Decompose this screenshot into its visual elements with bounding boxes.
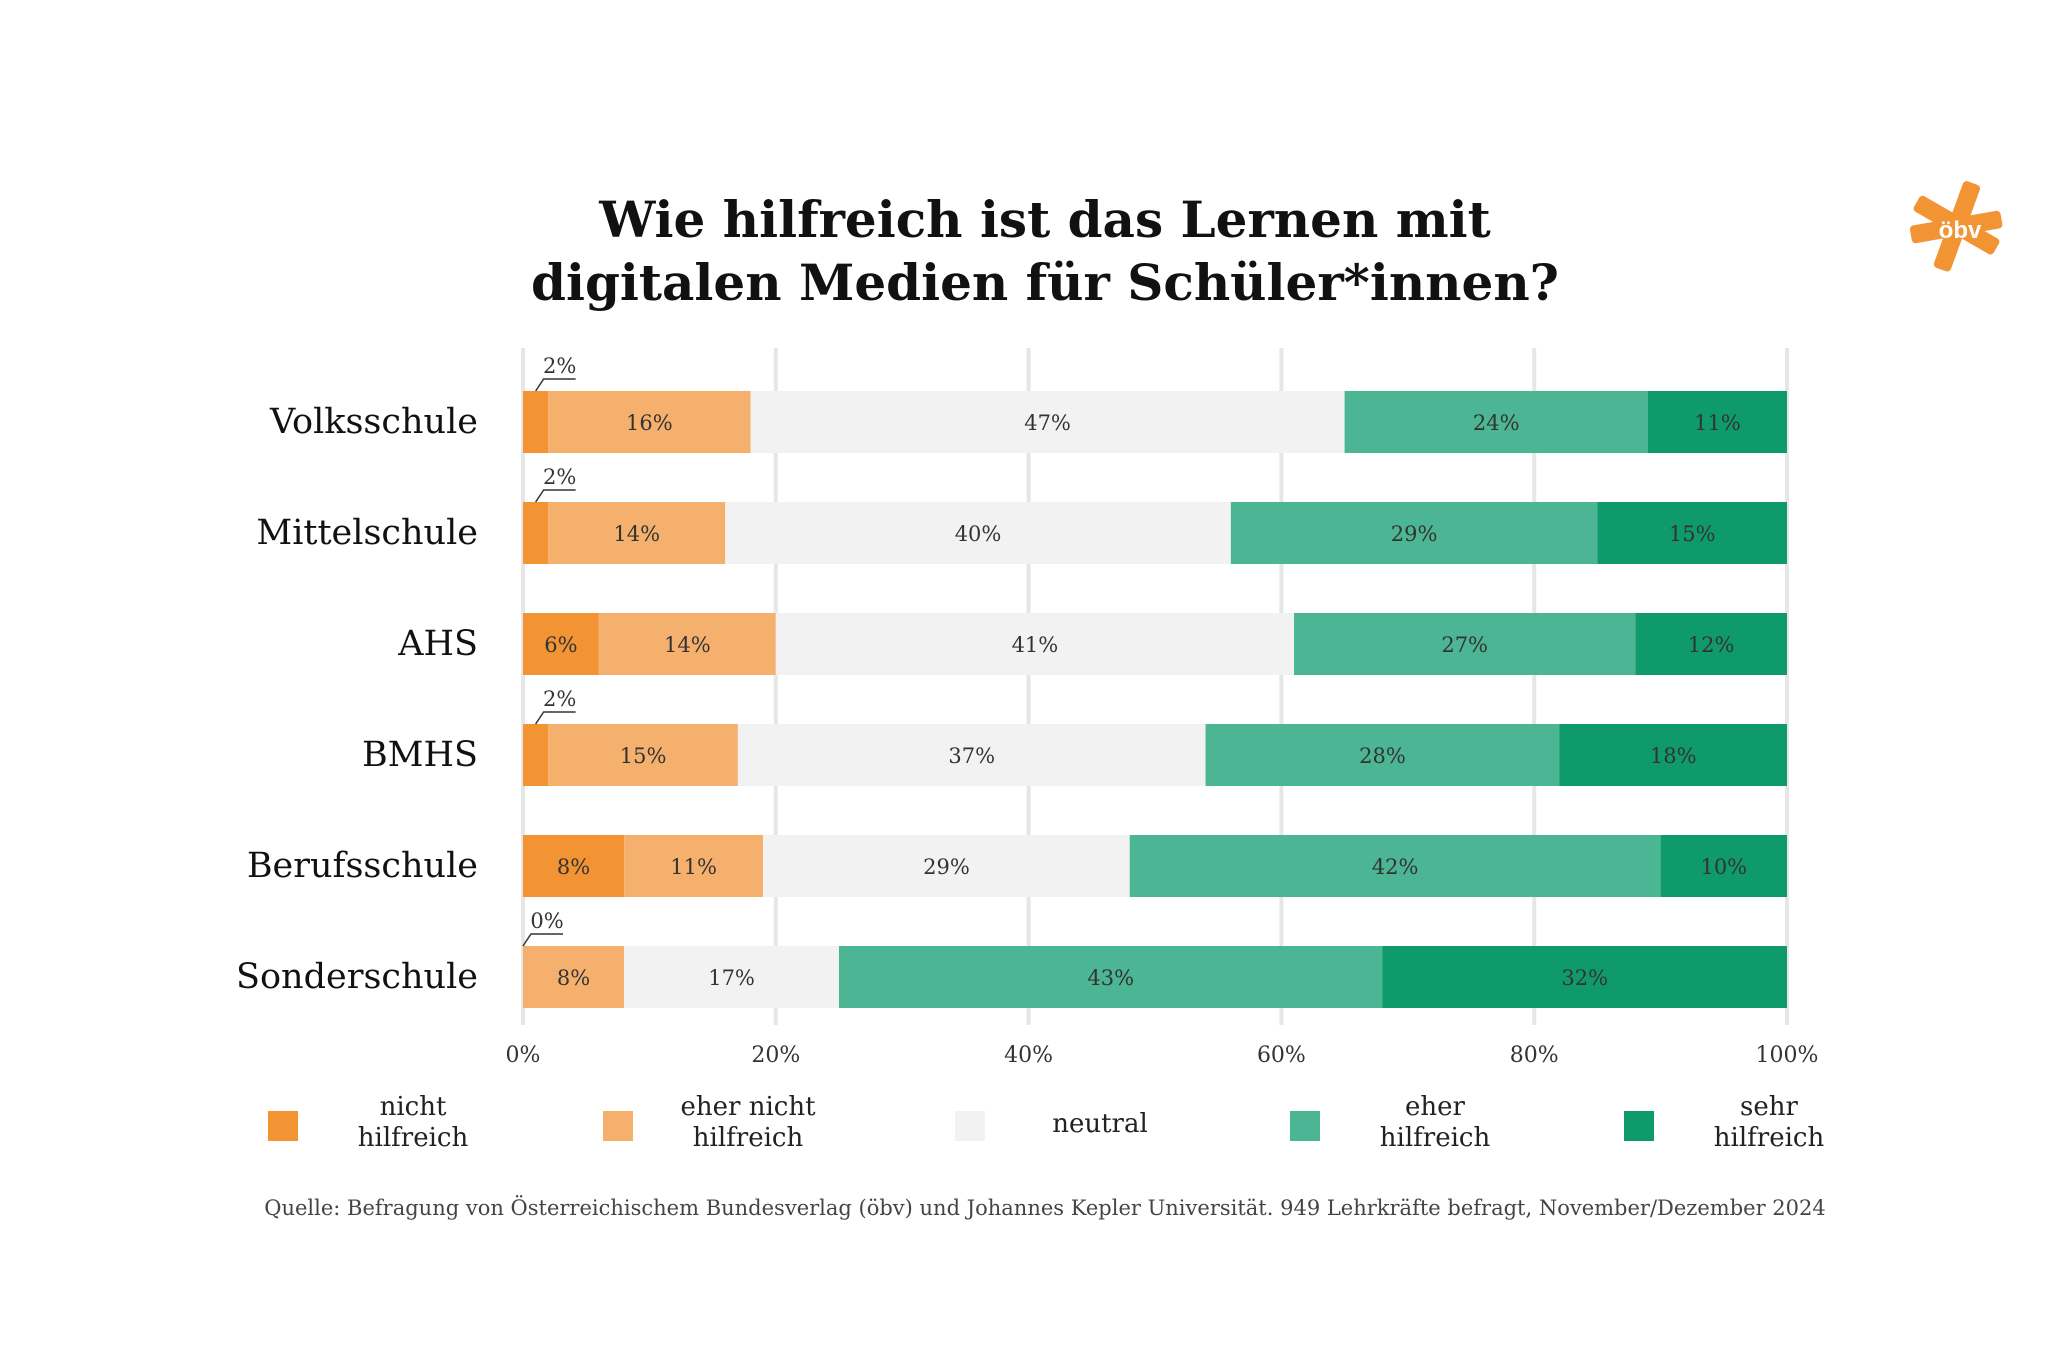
bars — [523, 391, 1787, 1008]
bar-3-1 — [548, 724, 738, 786]
legend-swatch-sehr — [1624, 1111, 1654, 1141]
data-label-5-3: 43% — [1087, 966, 1134, 990]
bar-3-0 — [523, 724, 549, 786]
legend-label-eher_nicht: eher nicht hilfreich — [680, 1092, 816, 1153]
stacked-bar-chart: 2% 16% 47% 24% 11% 2% 14% 40% 29% 15% 6% 14% 41% 27% 1… — [236, 348, 1819, 1068]
x-tick-label-100: 100% — [1756, 1043, 1819, 1068]
data-label-4-1: 11% — [670, 855, 717, 879]
bar-0-0 — [523, 391, 549, 453]
legend-swatch-eher — [1290, 1111, 1320, 1141]
bar-2-0 — [523, 613, 599, 675]
data-label-3-1: 15% — [620, 744, 667, 768]
legend-label-neutral: neutral — [1052, 1109, 1148, 1139]
leader-line-5-0 — [522, 933, 563, 947]
data-label-2-2: 41% — [1012, 633, 1059, 657]
data-label-3-0: 2% — [543, 687, 576, 711]
bar-0-2 — [750, 391, 1345, 453]
x-tick-label-60: 60% — [1257, 1043, 1306, 1068]
bar-4-0 — [523, 835, 625, 897]
oebv-logo: öbv — [1909, 181, 2003, 272]
data-label-4-0: 8% — [557, 855, 590, 879]
data-label-0-2: 47% — [1024, 411, 1071, 435]
chart-title: Wie hilfreich ist das Lernen mit digital… — [0, 188, 2052, 314]
data-label-4-3: 42% — [1372, 855, 1419, 879]
data-label-1-2: 40% — [955, 522, 1002, 546]
x-tick-label-0: 0% — [506, 1043, 541, 1068]
data-label-1-3: 29% — [1391, 522, 1438, 546]
data-label-1-4: 15% — [1669, 522, 1716, 546]
category-label-5: Sonderschule — [236, 957, 478, 997]
bar-2-2 — [775, 613, 1295, 675]
category-labels: Volksschule Mittelschule AHS BMHS Berufsschu… — [236, 402, 478, 997]
bar-1-2 — [725, 502, 1231, 564]
bar-4-4 — [1660, 835, 1787, 897]
chart-title-line-2: digitalen Medien für Schüler*innen? — [531, 253, 1559, 312]
category-label-2: AHS — [397, 624, 478, 664]
oebv-logo-mark — [1909, 181, 2003, 272]
bar-1-0 — [523, 502, 549, 564]
data-label-2-3: 27% — [1441, 633, 1488, 657]
bar-5-1 — [523, 946, 625, 1008]
bar-0-3 — [1344, 391, 1648, 453]
bar-4-3 — [1129, 835, 1661, 897]
data-label-5-1: 8% — [557, 966, 590, 990]
category-label-0: Volksschule — [269, 402, 478, 442]
bar-1-3 — [1230, 502, 1598, 564]
bar-5-2 — [624, 946, 839, 1008]
legend-swatch-neutral — [955, 1111, 985, 1141]
data-label-5-4: 32% — [1561, 966, 1608, 990]
leader-line-1-0 — [535, 489, 576, 503]
bar-0-1 — [548, 391, 751, 453]
bar-2-3 — [1294, 613, 1636, 675]
data-label-2-4: 12% — [1688, 633, 1735, 657]
data-label-0-0: 2% — [543, 354, 576, 378]
legend-swatch-nicht — [268, 1111, 298, 1141]
data-label-2-0: 6% — [544, 633, 577, 657]
data-label-3-3: 28% — [1359, 744, 1406, 768]
legend-label-nicht: nicht hilfreich — [357, 1092, 469, 1153]
data-label-1-0: 2% — [543, 465, 576, 489]
x-tick-label-80: 80% — [1510, 1043, 1559, 1068]
data-label-1-1: 14% — [613, 522, 660, 546]
legend-label-eher: eher hilfreich — [1379, 1092, 1491, 1153]
x-axis-tick-labels: 0% 20% 40% 60% 80% 100% — [506, 1043, 1819, 1068]
leader-line-3-0 — [535, 711, 576, 725]
category-label-4: Berufsschule — [247, 846, 478, 886]
data-label-0-3: 24% — [1473, 411, 1520, 435]
data-label-4-2: 29% — [923, 855, 970, 879]
chart-title-line-1: Wie hilfreich ist das Lernen mit — [599, 190, 1491, 249]
bar-5-3 — [839, 946, 1383, 1008]
data-label-2-1: 14% — [664, 633, 711, 657]
legend-swatch-eher_nicht — [603, 1111, 633, 1141]
grid-lines — [521, 348, 1789, 1025]
bar-4-1 — [624, 835, 764, 897]
bar-0-4 — [1647, 391, 1787, 453]
legend-label-sehr: sehr hilfreich — [1713, 1092, 1825, 1153]
data-label-5-0: 0% — [530, 909, 563, 933]
bar-1-1 — [548, 502, 726, 564]
category-label-3: BMHS — [362, 735, 478, 775]
data-label-5-2: 17% — [708, 966, 755, 990]
bar-5-4 — [1382, 946, 1787, 1008]
category-label-1: Mittelschule — [256, 513, 478, 553]
x-tick-label-40: 40% — [1004, 1043, 1053, 1068]
data-label-4-4: 10% — [1700, 855, 1747, 879]
source-note: Quelle: Befragung von Österreichischem B… — [264, 1196, 1826, 1220]
bar-2-4 — [1635, 613, 1787, 675]
bar-4-2 — [763, 835, 1130, 897]
bar-3-4 — [1559, 724, 1787, 786]
bar-2-1 — [598, 613, 776, 675]
data-label-0-1: 16% — [626, 411, 673, 435]
x-tick-label-20: 20% — [751, 1043, 800, 1068]
data-label-0-4: 11% — [1694, 411, 1741, 435]
data-label-3-2: 37% — [948, 744, 995, 768]
bar-3-2 — [737, 724, 1206, 786]
bar-3-3 — [1205, 724, 1560, 786]
leader-line-0-0 — [535, 378, 576, 392]
data-label-3-4: 18% — [1650, 744, 1697, 768]
data-labels: 2% 16% 47% 24% 11% 2% 14% 40% 29% 15% 6% 14% 41% 27% 1… — [522, 354, 1747, 990]
oebv-logo-text: öbv — [1939, 217, 1982, 244]
bar-1-4 — [1597, 502, 1787, 564]
